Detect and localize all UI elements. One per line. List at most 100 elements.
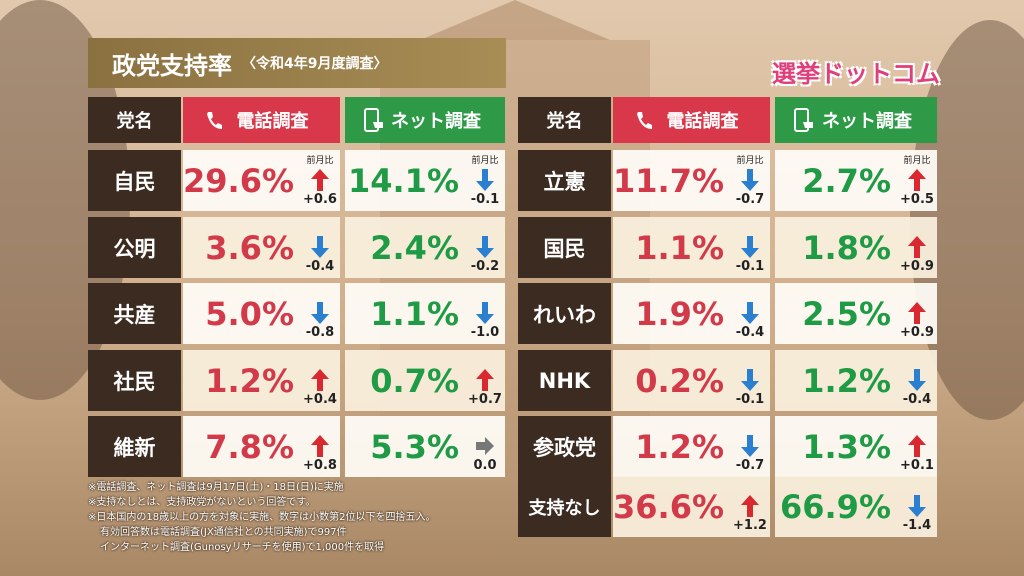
change-value: +0.1 bbox=[900, 458, 934, 473]
party-name: 参政党 bbox=[518, 416, 611, 477]
change-arrow bbox=[741, 302, 759, 324]
cell bbox=[775, 350, 937, 411]
support-rate: 2.4% bbox=[370, 229, 459, 267]
cell bbox=[775, 476, 937, 537]
support-rate: 0.2% bbox=[635, 362, 724, 400]
change-arrow bbox=[476, 169, 494, 191]
title: 政党支持率 bbox=[112, 51, 232, 80]
change-value: -0.8 bbox=[305, 325, 335, 340]
change-arrow bbox=[476, 369, 494, 391]
change-label: 前月比 bbox=[306, 156, 334, 166]
change-arrow bbox=[311, 435, 329, 457]
change-value: +0.8 bbox=[303, 458, 337, 473]
cell bbox=[345, 350, 505, 411]
change-value: -0.1 bbox=[735, 259, 765, 274]
support-rate: 2.5% bbox=[802, 295, 891, 333]
cell bbox=[613, 416, 770, 477]
cell bbox=[183, 350, 340, 411]
cell bbox=[183, 217, 340, 278]
column-header: 党名 bbox=[88, 97, 181, 143]
change-value: +0.4 bbox=[303, 392, 337, 407]
party-name: 立憲 bbox=[518, 150, 611, 211]
change-arrow bbox=[908, 495, 926, 517]
cell bbox=[183, 416, 340, 477]
cell bbox=[775, 416, 937, 477]
footnote: ※電話調査、ネット調査は9月17日(土)・18日(日)に実施 bbox=[88, 482, 344, 493]
change-label: 前月比 bbox=[736, 156, 764, 166]
cell bbox=[183, 283, 340, 344]
title-box: 政党支持率 〈令和4年9月度調査〉 bbox=[88, 38, 506, 88]
support-rate: 1.1% bbox=[635, 229, 724, 267]
change-value: +0.6 bbox=[303, 192, 337, 207]
change-arrow bbox=[741, 369, 759, 391]
support-rate: 1.2% bbox=[802, 362, 891, 400]
change-arrow bbox=[741, 435, 759, 457]
party-name: 共産 bbox=[88, 283, 181, 344]
change-arrow bbox=[311, 169, 329, 191]
logo: 選挙ドットコム bbox=[772, 60, 940, 88]
icon bbox=[794, 108, 813, 132]
support-rate: 1.3% bbox=[802, 428, 891, 466]
cell bbox=[613, 217, 770, 278]
support-rate: 11.7% bbox=[613, 162, 725, 200]
change-arrow bbox=[476, 302, 494, 324]
support-rate: 2.7% bbox=[802, 162, 891, 200]
change-arrow bbox=[908, 169, 926, 191]
party-name: 支持なし bbox=[518, 476, 611, 537]
cell bbox=[345, 283, 505, 344]
cell bbox=[775, 283, 937, 344]
cell bbox=[613, 476, 770, 537]
change-value: -0.4 bbox=[735, 325, 765, 340]
column-header: ネット調査 bbox=[775, 97, 937, 143]
change-value: -0.2 bbox=[470, 259, 500, 274]
support-rate: 3.6% bbox=[205, 229, 294, 267]
change-arrow bbox=[908, 236, 926, 258]
support-rate: 5.0% bbox=[205, 295, 294, 333]
subtitle: 〈令和4年9月度調査〉 bbox=[242, 56, 388, 72]
change-value: +0.9 bbox=[900, 259, 934, 274]
icon bbox=[637, 112, 652, 129]
support-rate: 1.9% bbox=[635, 295, 724, 333]
change-value: 0.0 bbox=[473, 458, 497, 473]
party-name: NHK bbox=[518, 350, 611, 411]
support-rate: 1.2% bbox=[635, 428, 724, 466]
party-name: 公明 bbox=[88, 217, 181, 278]
change-label: 前月比 bbox=[471, 156, 499, 166]
change-arrow bbox=[908, 302, 926, 324]
column-header: 党名 bbox=[518, 97, 611, 143]
footnote: ※支持なしとは、支持政党がないという回答です。 bbox=[88, 497, 316, 508]
change-arrow bbox=[908, 369, 926, 391]
party-name: 社民 bbox=[88, 350, 181, 411]
change-value: +1.2 bbox=[733, 518, 767, 533]
change-arrow bbox=[311, 369, 329, 391]
footnote: インターネット調査(Gunosyリサーチを使用)で1,000件を取得 bbox=[100, 542, 385, 553]
party-name: れいわ bbox=[518, 283, 611, 344]
support-rate: 0.7% bbox=[370, 362, 459, 400]
support-rate: 5.3% bbox=[370, 428, 459, 466]
icon bbox=[207, 112, 222, 129]
party-name: 維新 bbox=[88, 416, 181, 477]
party-name: 自民 bbox=[88, 150, 181, 211]
icon bbox=[364, 108, 383, 132]
footnote: 有効回答数は電話調査(JX通信社との共同実施)で997件 bbox=[100, 527, 347, 538]
change-value: +0.9 bbox=[900, 325, 934, 340]
support-rate: 7.8% bbox=[205, 428, 294, 466]
change-value: -0.7 bbox=[735, 192, 765, 207]
change-arrow bbox=[476, 236, 494, 258]
column-header: ネット調査 bbox=[345, 97, 505, 143]
cell bbox=[775, 217, 937, 278]
change-arrow bbox=[476, 437, 494, 455]
change-value: -0.4 bbox=[902, 392, 932, 407]
change-value: -0.7 bbox=[735, 458, 765, 473]
change-value: -0.1 bbox=[470, 192, 500, 207]
support-rate: 36.6% bbox=[613, 488, 725, 526]
change-arrow bbox=[908, 435, 926, 457]
cell bbox=[613, 350, 770, 411]
support-rate: 14.1% bbox=[347, 162, 459, 200]
support-rate: 29.6% bbox=[183, 162, 295, 200]
support-rate: 1.8% bbox=[802, 229, 891, 267]
footnote: ※日本国内の18歳以上の方を対象に実施、数字は小数第2位以下を四捨五入。 bbox=[88, 512, 436, 523]
change-value: +0.5 bbox=[900, 192, 934, 207]
change-arrow bbox=[741, 236, 759, 258]
